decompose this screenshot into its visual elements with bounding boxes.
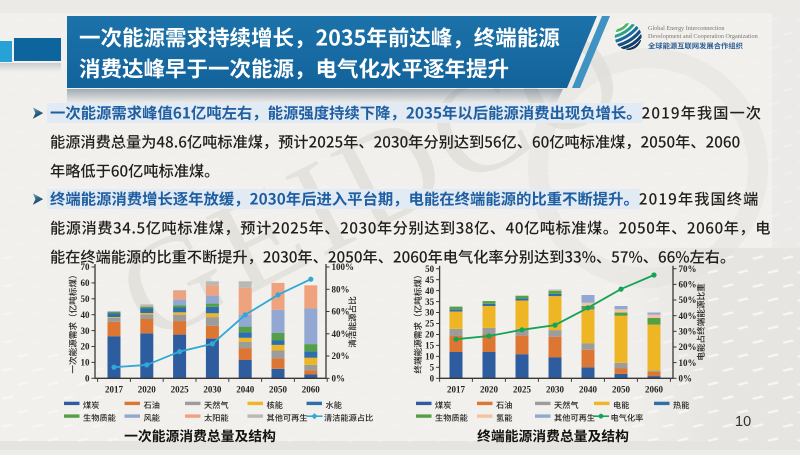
svg-text:60%: 60% — [679, 280, 697, 290]
svg-text:10: 10 — [425, 352, 435, 362]
svg-text:2017: 2017 — [447, 384, 466, 394]
svg-text:60: 60 — [81, 278, 91, 288]
svg-text:40%: 40% — [332, 329, 350, 339]
svg-text:0: 0 — [430, 374, 435, 384]
svg-text:20: 20 — [81, 342, 91, 352]
svg-text:25: 25 — [425, 319, 435, 329]
svg-text:20: 20 — [425, 330, 435, 340]
svg-text:0: 0 — [85, 374, 90, 384]
svg-text:2030: 2030 — [203, 384, 222, 394]
svg-text:2040: 2040 — [579, 384, 598, 394]
svg-text:20%: 20% — [679, 342, 697, 352]
svg-text:45: 45 — [425, 275, 435, 285]
svg-text:10%: 10% — [679, 358, 697, 368]
svg-text:20%: 20% — [332, 351, 350, 361]
svg-text:2040: 2040 — [236, 384, 255, 394]
svg-text:0%: 0% — [679, 374, 693, 384]
svg-text:2050: 2050 — [269, 384, 288, 394]
svg-text:2020: 2020 — [138, 384, 157, 394]
svg-text:80%: 80% — [332, 285, 350, 295]
svg-text:35: 35 — [425, 297, 435, 307]
svg-text:70: 70 — [81, 262, 91, 272]
svg-text:2050: 2050 — [612, 384, 631, 394]
svg-text:2060: 2060 — [645, 384, 664, 394]
svg-text:2060: 2060 — [302, 384, 321, 394]
svg-text:2030: 2030 — [546, 384, 565, 394]
svg-text:5: 5 — [430, 363, 435, 373]
svg-text:40: 40 — [425, 286, 435, 296]
svg-text:50%: 50% — [679, 295, 697, 305]
svg-text:30: 30 — [425, 308, 435, 318]
svg-text:30: 30 — [81, 326, 91, 336]
svg-text:2025: 2025 — [171, 384, 190, 394]
svg-text:2025: 2025 — [513, 384, 532, 394]
svg-text:2020: 2020 — [480, 384, 499, 394]
svg-text:50: 50 — [81, 294, 91, 304]
svg-text:2017: 2017 — [105, 384, 124, 394]
svg-text:40%: 40% — [679, 311, 697, 321]
svg-text:60%: 60% — [332, 307, 350, 317]
svg-text:Global Energy Interconnection: Global Energy Interconnection — [648, 25, 725, 32]
svg-text:10: 10 — [735, 414, 751, 430]
svg-text:Development and Cooperation Or: Development and Cooperation Organization — [648, 33, 758, 40]
svg-text:100%: 100% — [332, 262, 355, 272]
svg-text:0%: 0% — [332, 374, 346, 384]
svg-text:15: 15 — [425, 341, 435, 351]
svg-text:50: 50 — [425, 264, 435, 274]
svg-text:70%: 70% — [679, 264, 697, 274]
svg-text:10: 10 — [81, 358, 91, 368]
svg-text:40: 40 — [81, 310, 91, 320]
svg-text:30%: 30% — [679, 327, 697, 337]
